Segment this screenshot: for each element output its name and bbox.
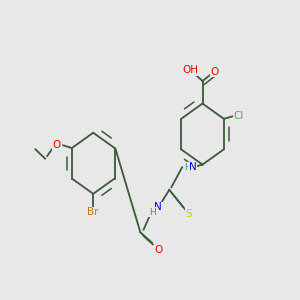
Text: O: O: [53, 140, 61, 150]
Text: S: S: [185, 209, 192, 219]
Text: N: N: [154, 202, 162, 212]
Text: H: H: [149, 208, 155, 217]
Text: O: O: [210, 67, 218, 77]
Text: N: N: [189, 162, 197, 172]
Text: H: H: [184, 163, 191, 172]
Text: Cl: Cl: [234, 111, 244, 121]
Text: OH: OH: [183, 65, 199, 75]
Text: O: O: [154, 245, 162, 255]
Text: Br: Br: [88, 207, 99, 218]
